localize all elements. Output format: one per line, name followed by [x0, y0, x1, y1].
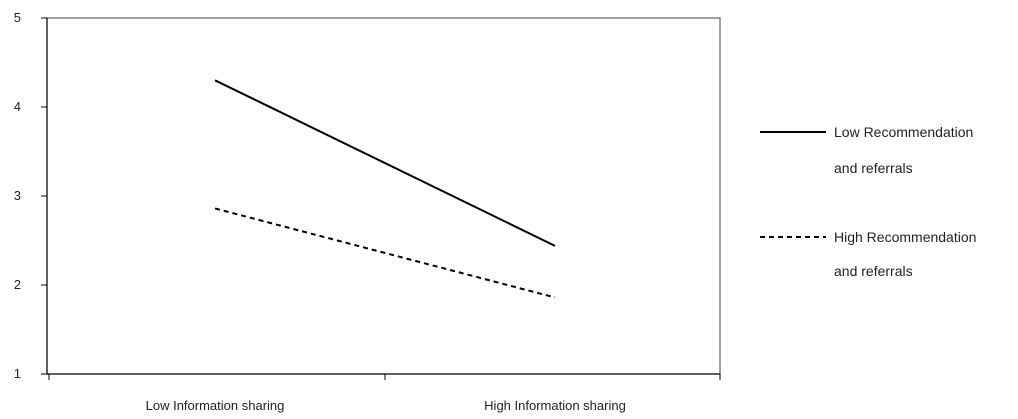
plot-area-border [46, 17, 721, 375]
y-tick-label: 5 [14, 10, 21, 25]
axes: 1 2 3 4 5 Low Information sharing High Informa… [14, 10, 721, 413]
series-lines [214, 79, 556, 299]
legend-label: High Recommendation [834, 229, 976, 245]
legend-label: and referrals [834, 263, 913, 279]
x-tick-label: High Information sharing [484, 398, 626, 413]
y-tick-label: 4 [14, 99, 21, 114]
x-tick-label: Low Information sharing [146, 398, 285, 413]
legend-label: and referrals [834, 160, 913, 176]
y-tick-label: 3 [14, 188, 21, 203]
legend-label: Low Recommendation [834, 124, 973, 140]
series-line-low-recommendation [214, 79, 556, 247]
y-tick-label: 2 [14, 277, 21, 292]
y-tick-label: 1 [14, 366, 21, 381]
series-line-high-recommendation [214, 207, 556, 299]
legend: Low Recommendation and referrals High Reco… [760, 124, 976, 279]
